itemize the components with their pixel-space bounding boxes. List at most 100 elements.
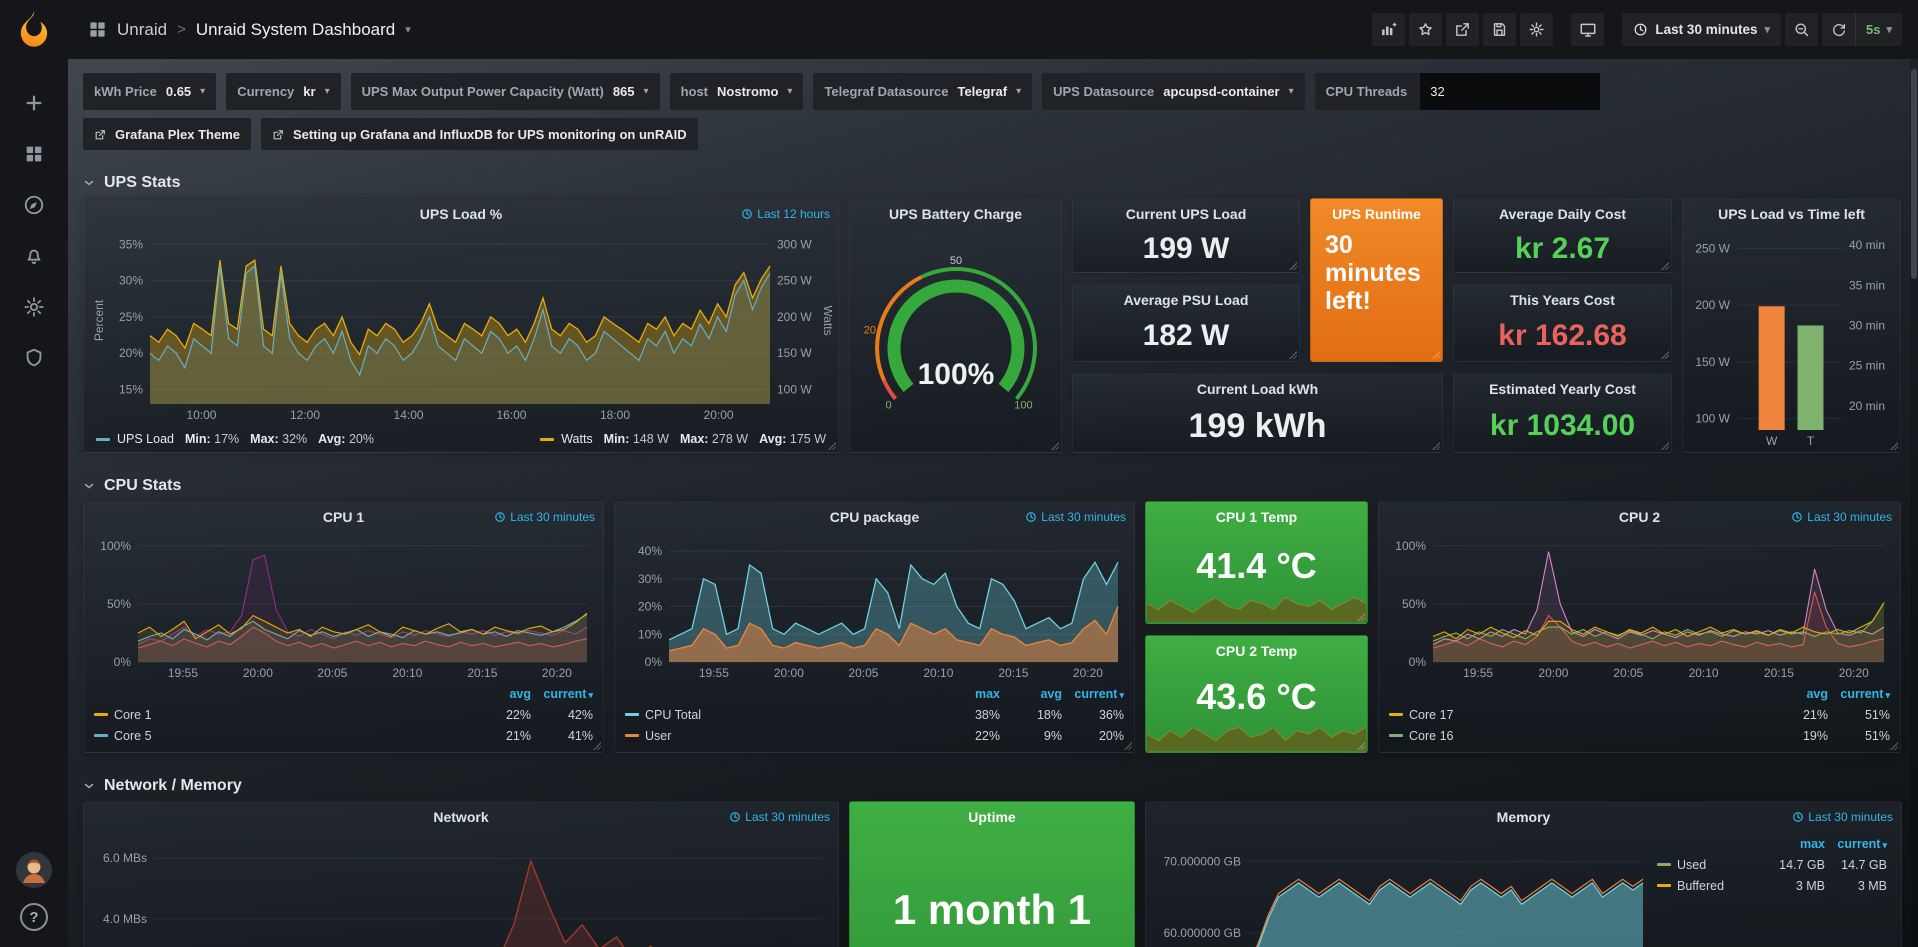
series-stat: Avg: 175 W <box>759 432 826 446</box>
sidebar-item-alerting[interactable] <box>22 244 46 268</box>
panel-time-range-badge[interactable]: Last 12 hours <box>741 207 830 221</box>
panel-time-range-badge[interactable]: Last 30 minutes <box>1025 510 1126 524</box>
variable-host[interactable]: hostNostromo▾ <box>670 73 804 110</box>
panel-time-range-badge[interactable]: Last 30 minutes <box>729 810 830 824</box>
legend-item-ups-load[interactable]: UPS LoadMin: 17%Max: 32%Avg: 20% <box>96 432 374 446</box>
svg-text:12:00: 12:00 <box>290 408 320 422</box>
variable-label: Telegraf Datasource <box>824 84 948 99</box>
sidebar-item-configuration[interactable] <box>22 295 46 319</box>
page-scrollbar[interactable] <box>1910 59 1918 947</box>
star-icon <box>1417 21 1434 38</box>
variable-kwh-price[interactable]: kWh Price0.65▾ <box>83 73 216 110</box>
stat-value: kr 1034.00 <box>1454 404 1671 452</box>
panel-this-years-cost: This Years Cost kr 162.68 <box>1453 284 1672 362</box>
legend-header-row: avgcurrent▾ <box>94 684 593 704</box>
breadcrumb-folder[interactable]: Unraid <box>117 20 167 40</box>
legend-sort-avg[interactable]: avg <box>1000 687 1062 701</box>
star-button[interactable] <box>1409 13 1442 46</box>
variable-ups-datasource[interactable]: UPS Datasourceapcupsd-container▾ <box>1042 73 1304 110</box>
panel-title: CPU 1 <box>323 509 364 525</box>
svg-text:100 W: 100 W <box>777 382 812 396</box>
dashboard-settings-button[interactable] <box>1520 13 1553 46</box>
legend-item-watts[interactable]: WattsMin: 148 WMax: 278 WAvg: 175 W <box>540 432 826 446</box>
variable-value[interactable]: 865 <box>613 84 635 99</box>
variable-label: kWh Price <box>94 84 157 99</box>
time-range-picker[interactable]: Last 30 minutes ▾ <box>1622 13 1781 46</box>
avatar-image <box>16 852 52 888</box>
sort-caret-icon: ▾ <box>1882 840 1887 850</box>
legend-sort-avg[interactable]: avg <box>469 687 531 701</box>
user-avatar[interactable] <box>16 852 52 888</box>
panel-time-range-badge[interactable]: Last 30 minutes <box>1791 510 1892 524</box>
variable-value[interactable]: Nostromo <box>717 84 778 99</box>
variable-telegraf-datasource[interactable]: Telegraf DatasourceTelegraf▾ <box>813 73 1032 110</box>
legend-sort-avg[interactable]: avg <box>1766 687 1828 701</box>
series-name: Core 17 <box>1409 708 1766 722</box>
variable-label: host <box>681 84 708 99</box>
apps-grid-icon <box>88 20 107 39</box>
sidebar: ? <box>0 0 68 947</box>
sidebar-item-explore[interactable] <box>22 193 46 217</box>
sidebar-item-dashboards[interactable] <box>22 142 46 166</box>
legend-sort-current[interactable]: current▾ <box>1828 687 1890 701</box>
svg-text:20:05: 20:05 <box>1613 666 1643 680</box>
variable-cpu-threads[interactable]: CPU Threads <box>1315 73 1601 110</box>
svg-text:150 W: 150 W <box>1695 355 1730 369</box>
legend-row-core-16[interactable]: Core 1619%51% <box>1389 725 1890 746</box>
panel-cpu-package: CPU package Last 30 minutes 0%10%20%30%4… <box>614 501 1135 753</box>
grafana-logo[interactable] <box>13 9 55 51</box>
legend-row-buffered[interactable]: Buffered3 MB3 MB <box>1657 875 1887 896</box>
legend-row-cpu-total[interactable]: CPU Total38%18%36% <box>625 704 1124 725</box>
breadcrumb-dashboard-title[interactable]: Unraid System Dashboard <box>196 20 395 40</box>
legend-row-used[interactable]: Used14.7 GB14.7 GB <box>1657 854 1887 875</box>
legend-sort-max[interactable]: max <box>938 687 1000 701</box>
legend-sort-current[interactable]: current▾ <box>531 687 593 701</box>
clock-icon <box>1633 22 1648 37</box>
svg-text:40%: 40% <box>638 544 662 558</box>
series-stat: Max: 278 W <box>680 432 748 446</box>
svg-text:20:00: 20:00 <box>774 666 804 680</box>
variable-value[interactable]: apcupsd-container <box>1163 84 1279 99</box>
save-button[interactable] <box>1483 13 1516 46</box>
add-panel-button[interactable] <box>1372 13 1405 46</box>
variable-ups-max-output-power-capacity-watt-[interactable]: UPS Max Output Power Capacity (Watt)865▾ <box>351 73 660 110</box>
variable-value[interactable]: kr <box>303 84 315 99</box>
refresh-button[interactable] <box>1822 13 1855 46</box>
legend-sort-max[interactable]: max <box>1763 837 1825 851</box>
legend-sort-current[interactable]: current▾ <box>1062 687 1124 701</box>
dashboard-link[interactable]: Grafana Plex Theme <box>83 118 251 150</box>
variable-value[interactable]: Telegraf <box>957 84 1007 99</box>
sidebar-item-create[interactable] <box>22 91 46 115</box>
scrollbar-thumb[interactable] <box>1911 69 1917 279</box>
panel-time-range-badge[interactable]: Last 30 minutes <box>494 510 595 524</box>
series-color-dash <box>1389 734 1403 737</box>
row-header-cpu-stats[interactable]: CPU Stats <box>83 477 1903 495</box>
panel-time-range-badge[interactable]: Last 30 minutes <box>1792 810 1893 824</box>
refresh-interval-picker[interactable]: 5s ▾ <box>1855 13 1902 46</box>
svg-text:100%: 100% <box>917 358 994 391</box>
cpu-package-legend: maxavgcurrent▾ CPU Total38%18%36%User22%9… <box>615 684 1134 752</box>
row-header-network-memory[interactable]: Network / Memory <box>83 777 1903 795</box>
sidebar-item-server-admin[interactable] <box>22 346 46 370</box>
legend-row-user[interactable]: User22%9%20% <box>625 725 1124 746</box>
variable-currency[interactable]: Currencykr▾ <box>226 73 340 110</box>
svg-text:10%: 10% <box>638 627 662 641</box>
legend-row-core-17[interactable]: Core 1721%51% <box>1389 704 1890 725</box>
row-title: Network / Memory <box>104 777 242 795</box>
zoom-out-button[interactable] <box>1785 13 1818 46</box>
panel-cpu-1-temp: CPU 1 Temp 41.4 °C <box>1145 501 1368 624</box>
variable-input[interactable] <box>1420 73 1600 110</box>
legend-row-core-1[interactable]: Core 122%42% <box>94 704 593 725</box>
legend-row-core-5[interactable]: Core 521%41% <box>94 725 593 746</box>
row-header-ups-stats[interactable]: UPS Stats <box>83 174 1903 192</box>
legend-sort-current[interactable]: current▾ <box>1825 837 1887 851</box>
cycle-view-button[interactable] <box>1571 13 1604 46</box>
dashboard-link[interactable]: Setting up Grafana and InfluxDB for UPS … <box>261 118 698 150</box>
panel-title: Current UPS Load <box>1126 206 1247 222</box>
svg-text:4.0 MBs: 4.0 MBs <box>103 912 147 926</box>
variable-value[interactable]: 0.65 <box>166 84 191 99</box>
cpu-1-chart: 0%50%100%19:5520:0020:0520:1020:1520:20 <box>90 532 597 682</box>
help-icon[interactable]: ? <box>20 903 48 931</box>
series-color-dash <box>96 438 110 441</box>
share-button[interactable] <box>1446 13 1479 46</box>
